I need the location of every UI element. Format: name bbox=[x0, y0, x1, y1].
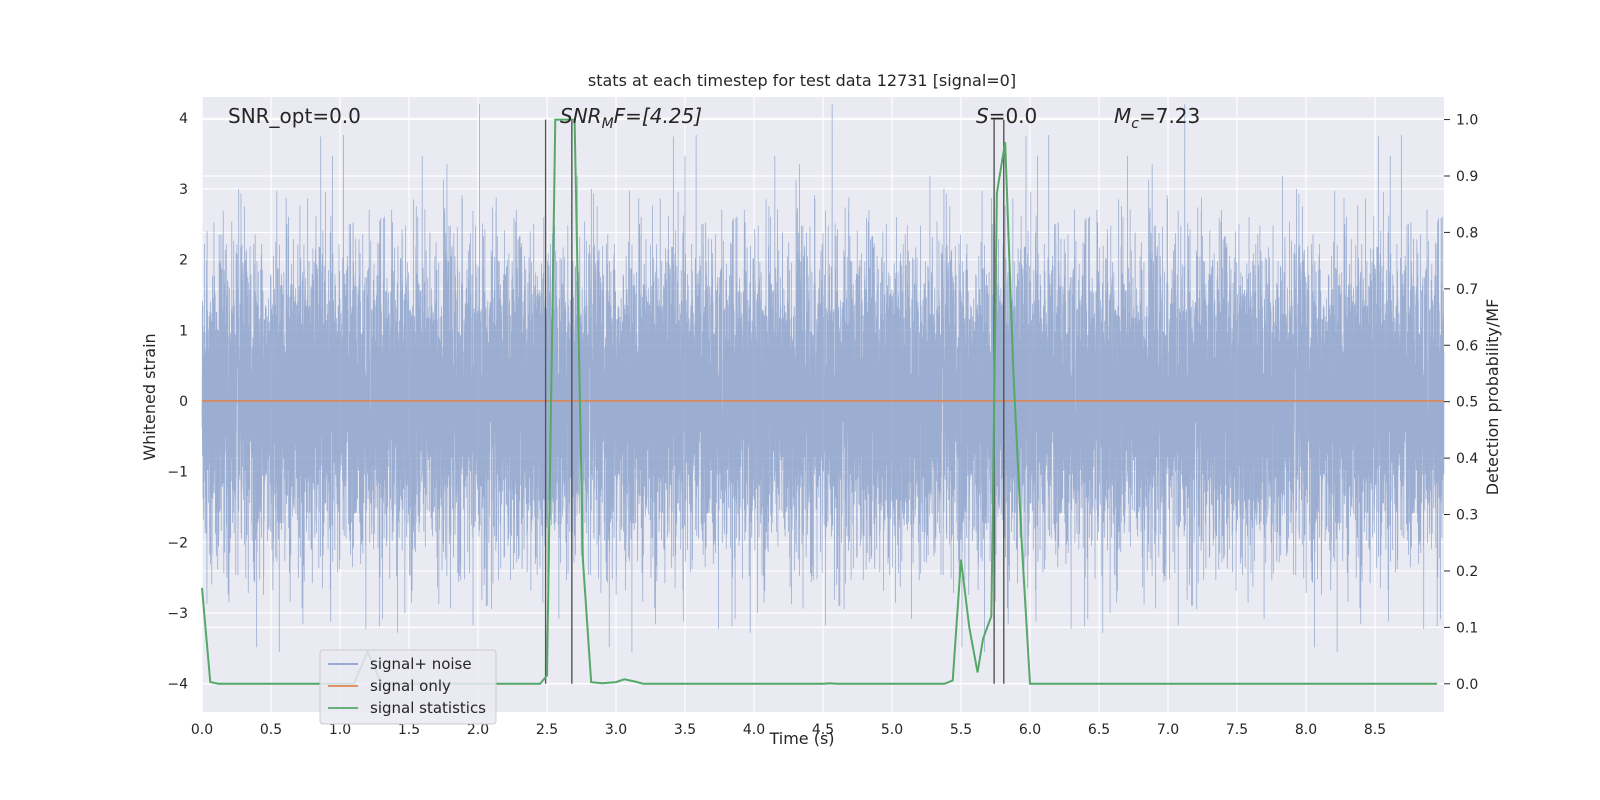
y-right-axis-label: Detection probability/MF bbox=[1483, 299, 1502, 496]
y-left-tick-label-3: 1 bbox=[179, 323, 188, 339]
y-left-tick-label-7: −3 bbox=[167, 606, 188, 622]
x-tick-label-7: 3.5 bbox=[674, 722, 696, 738]
y-right-axis-ticks: 1.0 0.9 0.8 0.7 0.6 0.5 0.4 0.3 0.2 0.1 0.0 bbox=[1444, 113, 1478, 693]
annotation-mc-sub: c bbox=[1131, 116, 1139, 132]
y-left-tick-label-4: 0 bbox=[179, 394, 188, 410]
y-left-tick-label-6: −2 bbox=[167, 535, 188, 551]
annotation-snr-mf-tail: F=[4.25] bbox=[614, 104, 702, 128]
x-tick-label-8: 4.0 bbox=[743, 722, 765, 738]
annotation-mc-tail: =7.23 bbox=[1139, 104, 1200, 128]
x-tick-label-6: 3.0 bbox=[605, 722, 627, 738]
y-left-tick-label-2: 2 bbox=[179, 253, 188, 269]
y-right-tick-label-3: 0.7 bbox=[1456, 282, 1478, 298]
x-tick-label-11: 5.5 bbox=[950, 722, 972, 738]
x-tick-label-10: 5.0 bbox=[881, 722, 903, 738]
x-tick-label-0: 0.0 bbox=[191, 722, 213, 738]
annotation-snr-mf: SNRMF=[4.25] bbox=[560, 104, 702, 132]
signal-noise-line bbox=[201, 104, 1445, 653]
y-left-tick-label-0: 4 bbox=[179, 111, 188, 127]
annotation-mc-main: M bbox=[1114, 104, 1131, 128]
legend: signal+ noise signal only signal statist… bbox=[319, 649, 497, 725]
x-tick-label-4: 2.0 bbox=[467, 722, 489, 738]
x-tick-label-15: 7.5 bbox=[1226, 722, 1248, 738]
annotation-s-tail: =0.0 bbox=[989, 104, 1038, 128]
x-tick-label-14: 7.0 bbox=[1157, 722, 1179, 738]
annotation-snr-opt: SNR_opt=0.0 bbox=[228, 104, 361, 128]
x-tick-label-12: 6.0 bbox=[1019, 722, 1041, 738]
x-tick-label-16: 8.0 bbox=[1295, 722, 1317, 738]
x-tick-label-1: 0.5 bbox=[260, 722, 282, 738]
y-left-tick-label-8: −4 bbox=[167, 677, 188, 693]
legend-label-signal-statistics: signal statistics bbox=[370, 699, 486, 717]
legend-label-signal-only: signal only bbox=[370, 677, 451, 695]
annotation-mc: Mc=7.23 bbox=[1114, 104, 1200, 132]
y-right-tick-label-1: 0.9 bbox=[1456, 169, 1478, 185]
x-tick-label-3: 1.5 bbox=[398, 722, 420, 738]
x-axis-label: Time (s) bbox=[768, 729, 834, 748]
legend-box bbox=[319, 649, 497, 725]
y-right-tick-label-4: 0.6 bbox=[1456, 338, 1478, 354]
y-right-tick-label-9: 0.1 bbox=[1456, 620, 1478, 636]
y-left-tick-label-1: 3 bbox=[179, 182, 188, 198]
annotation-s-italic: S bbox=[976, 104, 989, 128]
y-left-axis-ticks: 4 3 2 1 0 −1 −2 −3 −4 bbox=[167, 111, 188, 693]
x-tick-label-17: 8.5 bbox=[1364, 722, 1386, 738]
annotation-s: S=0.0 bbox=[976, 104, 1037, 128]
y-left-tick-label-5: −1 bbox=[167, 465, 188, 481]
legend-label-signal-noise: signal+ noise bbox=[370, 655, 472, 673]
annotation-snr-mf-sub: M bbox=[602, 116, 614, 132]
y-right-tick-label-6: 0.4 bbox=[1456, 451, 1478, 467]
y-right-tick-label-7: 0.3 bbox=[1456, 508, 1478, 524]
y-right-tick-label-0: 1.0 bbox=[1456, 113, 1478, 129]
y-right-tick-label-10: 0.0 bbox=[1456, 677, 1478, 693]
y-right-tick-label-8: 0.2 bbox=[1456, 564, 1478, 580]
annotation-snr-mf-main: SNR bbox=[560, 104, 602, 128]
series-signal-noise bbox=[201, 104, 1445, 653]
chart-title: stats at each timestep for test data 127… bbox=[588, 71, 1016, 90]
y-left-axis-label: Whitened strain bbox=[140, 333, 159, 460]
x-axis-ticks: 0.0 0.5 1.0 1.5 2.0 2.5 3.0 3.5 4.0 4.5 5.0 5.5 6.0 6… bbox=[191, 722, 1386, 738]
y-right-tick-label-5: 0.5 bbox=[1456, 395, 1478, 411]
x-tick-label-2: 1.0 bbox=[329, 722, 351, 738]
x-tick-label-9: 4.5 bbox=[812, 722, 834, 738]
y-right-tick-label-2: 0.8 bbox=[1456, 225, 1478, 241]
x-tick-label-13: 6.5 bbox=[1088, 722, 1110, 738]
x-tick-label-5: 2.5 bbox=[536, 722, 558, 738]
